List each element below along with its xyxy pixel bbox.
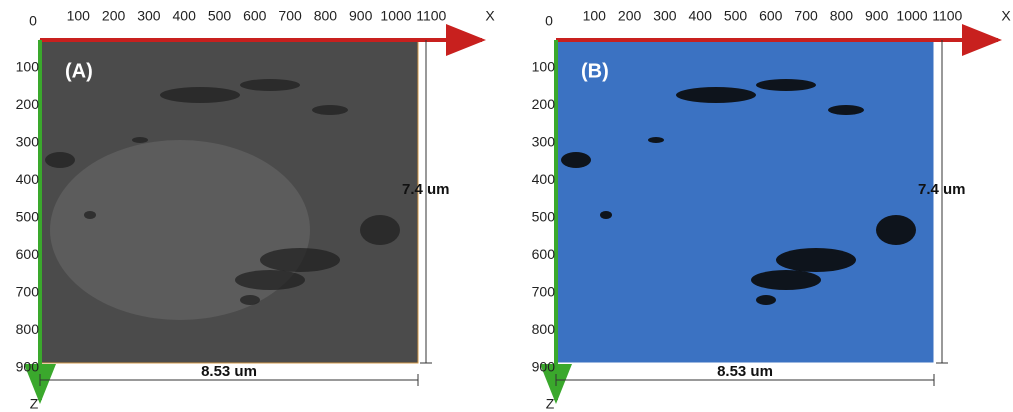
feature [756,79,816,91]
z-tick-label: 400 [532,171,556,187]
x-tick-label: 600 [759,8,783,24]
z-tick-label: 300 [532,134,556,150]
z-tick-label: 900 [16,359,40,375]
z-axis-label: Z [30,396,39,412]
z-tick-label: 400 [16,171,40,187]
z-tick-label: 700 [16,284,40,300]
z-tick-label: 900 [532,359,556,375]
z-tick-label: 200 [532,96,556,112]
height-label: 7.4 um [918,181,966,198]
x-tick-label: 900 [865,8,889,24]
feature [828,105,864,115]
x-tick-label: 300 [137,8,161,24]
feature [776,248,856,272]
feature [240,295,260,305]
x-tick-label: 0 [29,13,37,29]
x-tick-label: 600 [243,8,267,24]
z-tick-label: 800 [16,321,40,337]
width-label: 8.53 um [717,363,773,380]
height-label: 7.4 um [402,181,450,198]
z-tick-label: 600 [532,246,556,262]
x-tick-label: 1100 [932,8,962,24]
feature [132,137,148,143]
z-tick-label: 800 [532,321,556,337]
z-tick-label: 500 [532,209,556,225]
panel: (B) 0 100 200 300 400 500 600 700 800 900 1000 1100 X… [532,8,1012,412]
panel-label: (A) [65,60,93,82]
x-tick-label: 400 [689,8,713,24]
feature [260,248,340,272]
z-tick-label: 700 [532,284,556,300]
x-tick-label: 700 [278,8,302,24]
x-tick-label: 800 [314,8,338,24]
feature [676,87,756,103]
x-tick-label: 1100 [416,8,446,24]
x-tick-label: 800 [830,8,854,24]
x-tick-label: 100 [67,8,91,24]
x-tick-label: 1000 [380,8,411,24]
z-tick-label: 200 [16,96,40,112]
feature [561,152,591,168]
feature [751,270,821,290]
z-tick-label: 600 [16,246,40,262]
feature [235,270,305,290]
z-axis-label: Z [546,396,555,412]
x-axis-label: X [485,8,495,24]
feature [312,105,348,115]
feature [84,211,96,219]
width-label: 8.53 um [201,363,257,380]
x-tick-label: 0 [545,13,553,29]
feature [648,137,664,143]
z-tick-label: 500 [16,209,40,225]
x-tick-label: 300 [653,8,677,24]
feature [876,215,916,245]
panel-label: (B) [581,60,609,82]
feature [160,87,240,103]
x-tick-label: 100 [583,8,607,24]
z-tick-label: 300 [16,134,40,150]
x-tick-label: 1000 [896,8,927,24]
x-axis-label: X [1001,8,1011,24]
feature [600,211,612,219]
feature [240,79,300,91]
x-tick-label: 900 [349,8,373,24]
panel: (A) 0 100 200 300 400 500 600 700 800 900 1000 1100 X… [16,8,496,412]
feature [756,295,776,305]
z-tick-label: 100 [532,59,556,75]
micrograph [555,39,935,364]
x-tick-label: 700 [794,8,818,24]
x-tick-label: 200 [102,8,126,24]
x-tick-label: 200 [618,8,642,24]
feature [45,152,75,168]
x-tick-label: 500 [724,8,748,24]
x-tick-label: 500 [208,8,232,24]
feature [360,215,400,245]
region [50,140,310,320]
x-tick-label: 400 [173,8,197,24]
z-tick-label: 100 [16,59,40,75]
